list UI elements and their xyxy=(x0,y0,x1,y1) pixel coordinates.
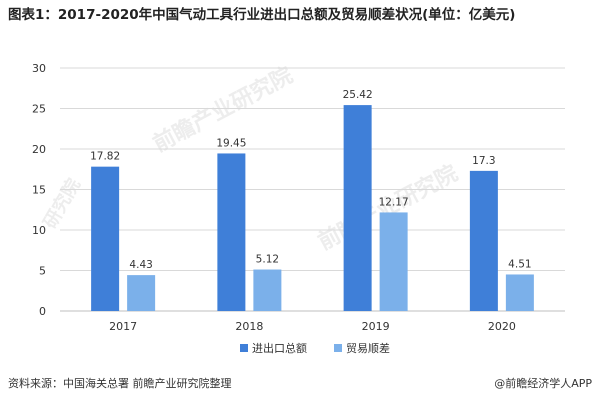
bar-2017-series-2 xyxy=(127,275,156,311)
x-tick-label: 2017 xyxy=(109,320,137,333)
bar-2017-series-1 xyxy=(91,166,120,311)
brand-credit: @前瞻经济学人APP xyxy=(494,377,592,390)
data-label: 19.45 xyxy=(216,137,246,149)
data-label: 17.3 xyxy=(472,155,495,167)
y-tick-label: 25 xyxy=(32,103,46,116)
legend-label-series-1: 进出口总额 xyxy=(252,341,307,355)
data-label: 4.43 xyxy=(129,259,152,271)
x-tick-label: 2019 xyxy=(362,320,390,333)
legend-label-series-2: 贸易顺差 xyxy=(346,341,390,355)
data-label: 12.17 xyxy=(379,196,409,208)
bar-2020-series-2 xyxy=(505,274,534,311)
legend-swatch-series-1 xyxy=(240,344,248,352)
bar-2018-series-1 xyxy=(217,153,246,311)
bar-2018-series-2 xyxy=(253,269,282,311)
x-tick-label: 2018 xyxy=(235,320,263,333)
data-label: 4.51 xyxy=(508,258,531,270)
chart-title: 图表1：2017-2020年中国气动工具行业进出口总额及贸易顺差状况(单位：亿美… xyxy=(8,7,516,23)
source-note: 资料来源：中国海关总署 前瞻产业研究院整理 xyxy=(8,377,232,390)
bar-2019-series-1 xyxy=(343,105,372,312)
data-label: 25.42 xyxy=(343,89,373,101)
y-tick-label: 5 xyxy=(39,265,46,278)
y-tick-label: 10 xyxy=(32,224,46,237)
bar-2019-series-2 xyxy=(379,212,408,311)
y-tick-label: 20 xyxy=(32,143,46,156)
y-tick-label: 15 xyxy=(32,184,46,197)
bar-2020-series-1 xyxy=(469,170,498,311)
data-label: 17.82 xyxy=(90,151,120,163)
y-tick-label: 30 xyxy=(32,62,46,75)
y-tick-label: 0 xyxy=(39,305,46,318)
x-tick-label: 2020 xyxy=(488,320,516,333)
data-label: 5.12 xyxy=(256,254,279,266)
legend-swatch-series-2 xyxy=(334,344,342,352)
